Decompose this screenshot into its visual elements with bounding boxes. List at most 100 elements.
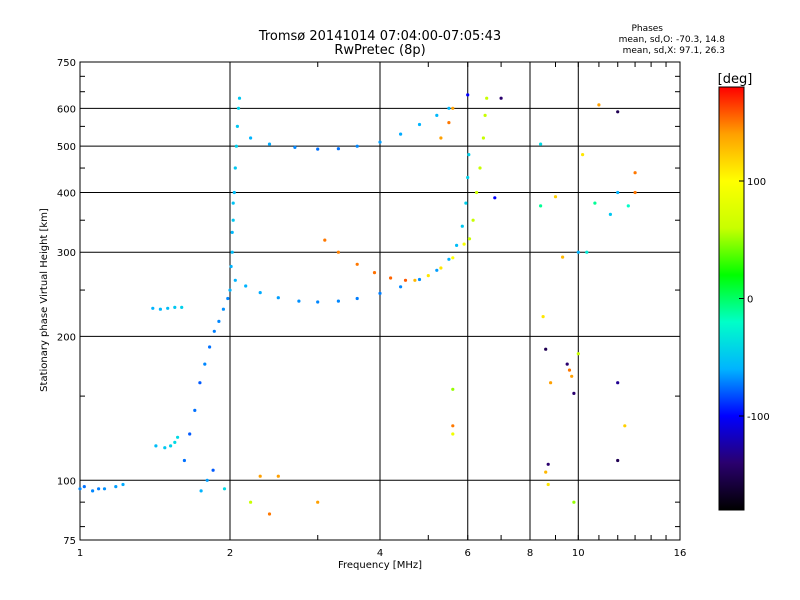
data-point — [121, 482, 125, 487]
y-tick-label: 600 — [57, 104, 76, 115]
data-point — [616, 110, 620, 114]
data-point — [293, 145, 297, 149]
data-point — [97, 487, 101, 491]
data-point — [234, 144, 238, 148]
data-point — [435, 113, 439, 117]
data-point — [565, 362, 569, 366]
data-point — [439, 136, 443, 140]
data-point — [633, 171, 637, 175]
data-point — [455, 243, 459, 247]
data-point — [389, 276, 393, 280]
data-point — [616, 458, 620, 463]
data-point — [467, 153, 471, 157]
data-point — [173, 440, 177, 444]
colorbar-ticks: 100 0 -100 — [739, 177, 770, 423]
data-point — [222, 487, 227, 491]
colorbar-label: [deg] — [718, 72, 753, 87]
data-point — [608, 212, 613, 216]
data-point — [176, 435, 180, 439]
info-line-o: mean, sd,O: -70.3, 14.8 — [619, 35, 726, 45]
data-point — [249, 136, 253, 140]
x-tick-label: 16 — [674, 548, 687, 559]
data-point — [217, 319, 221, 323]
colorbar-tick-label: -100 — [747, 412, 770, 423]
data-point — [539, 142, 543, 146]
data-point — [316, 300, 320, 304]
info-heading: Phases — [631, 24, 663, 34]
data-point — [199, 489, 203, 493]
data-point — [276, 296, 280, 300]
data-point — [228, 288, 232, 292]
data-point — [249, 500, 253, 504]
data-point — [102, 487, 107, 491]
y-tick-label: 200 — [57, 332, 76, 343]
x-tick-label: 10 — [572, 548, 585, 559]
data-point — [403, 278, 408, 282]
data-point — [462, 242, 466, 246]
grid-lines — [80, 62, 680, 540]
data-point — [378, 291, 382, 295]
data-point — [221, 307, 225, 311]
data-point — [546, 462, 550, 466]
colorbar-tick-label: 0 — [747, 295, 753, 306]
data-point — [193, 408, 197, 412]
data-point — [483, 113, 487, 117]
data-point — [478, 166, 482, 170]
data-point — [413, 278, 417, 282]
data-point — [576, 352, 580, 356]
data-point — [212, 329, 216, 333]
data-point — [464, 201, 468, 205]
data-point — [198, 381, 202, 385]
data-point — [399, 285, 403, 289]
data-point — [499, 96, 503, 100]
data-point — [553, 195, 558, 199]
data-point — [323, 238, 327, 242]
data-point — [154, 444, 158, 448]
y-tick-label: 400 — [57, 188, 76, 199]
data-point — [166, 306, 170, 310]
y-tick-label: 500 — [57, 142, 76, 153]
data-point — [205, 478, 209, 482]
data-point — [208, 345, 212, 349]
data-point — [231, 201, 235, 205]
data-point — [336, 147, 340, 151]
data-point — [451, 256, 455, 260]
data-point — [316, 147, 320, 151]
data-point — [236, 106, 241, 110]
data-point — [258, 291, 262, 295]
data-point — [435, 268, 439, 272]
data-point — [581, 153, 585, 157]
data-point — [451, 432, 455, 436]
data-point — [267, 142, 272, 146]
y-tick-label: 750 — [57, 58, 76, 69]
data-point — [597, 103, 601, 107]
data-point — [82, 485, 86, 489]
data-point — [546, 482, 550, 487]
data-point — [623, 424, 627, 428]
data-point — [78, 487, 82, 491]
data-point — [355, 144, 359, 148]
data-point — [451, 387, 455, 391]
data-point — [539, 204, 543, 208]
x-axis-label: Frequency [MHz] — [338, 560, 422, 571]
x-tick-label: 8 — [527, 548, 533, 559]
data-point — [230, 250, 234, 254]
x-tick-label: 2 — [227, 548, 233, 559]
data-point — [481, 136, 485, 140]
data-point — [233, 278, 237, 282]
data-point — [460, 224, 464, 228]
data-point — [447, 257, 451, 261]
data-point — [372, 271, 377, 275]
info-line-x: mean, sd,X: 97.1, 26.3 — [623, 46, 725, 56]
data-point — [626, 204, 630, 208]
data-point — [232, 190, 236, 195]
data-point — [572, 391, 576, 395]
colorbar-tick-label: 100 — [747, 177, 766, 188]
data-point — [114, 485, 118, 489]
data-point — [593, 201, 597, 205]
data-point — [561, 255, 565, 259]
data-point — [616, 190, 620, 195]
data-point — [230, 230, 234, 234]
data-point — [447, 106, 451, 110]
